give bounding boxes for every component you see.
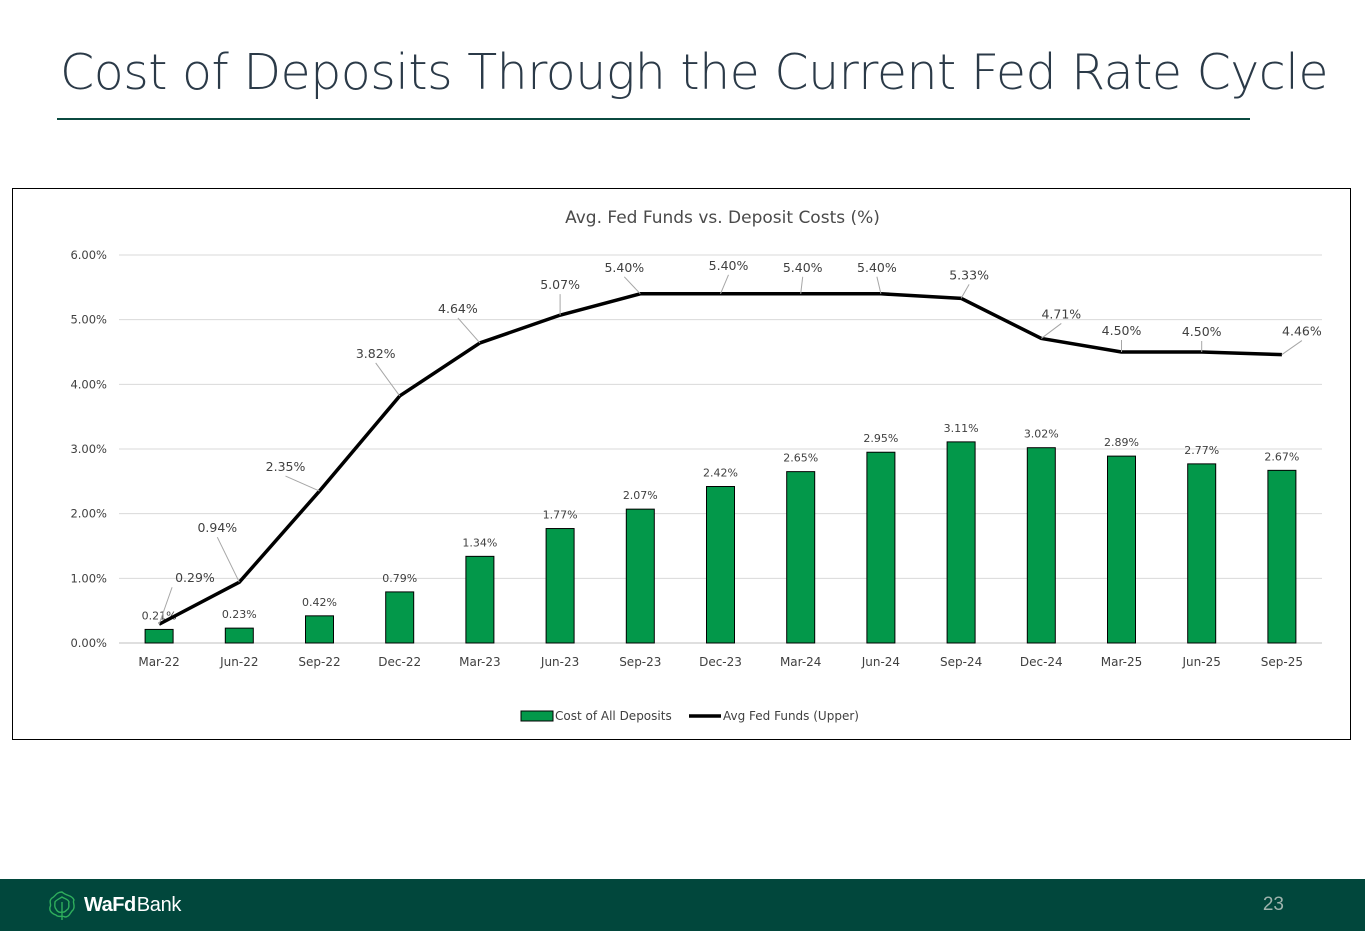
line-data-label: 4.50% xyxy=(1102,323,1142,338)
y-tick-label: 0.00% xyxy=(70,636,107,650)
bar-cost-of-deposits xyxy=(305,615,334,644)
bar-cost-of-deposits xyxy=(1267,469,1297,644)
leader-line xyxy=(375,362,401,397)
bar-cost-of-deposits xyxy=(946,441,976,644)
bar-data-label: 2.67% xyxy=(1264,450,1299,463)
leader-line xyxy=(800,276,804,294)
bar-data-label: 1.77% xyxy=(543,509,578,522)
x-tick-label: Mar-22 xyxy=(138,655,179,669)
x-tick-label: Sep-22 xyxy=(298,655,340,669)
bar-data-label: 2.07% xyxy=(623,489,658,502)
bar-data-label: 2.95% xyxy=(863,432,898,445)
x-tick-label: Jun-25 xyxy=(1182,655,1221,669)
bar-cost-of-deposits xyxy=(545,528,575,644)
title-divider xyxy=(57,118,1250,120)
leader-line xyxy=(960,284,970,299)
leader-line xyxy=(216,536,240,583)
bar-data-label: 0.42% xyxy=(302,596,337,609)
slide-title: Cost of Deposits Through the Current Fed… xyxy=(60,44,1329,101)
x-tick-label: Sep-25 xyxy=(1261,655,1303,669)
bar-cost-of-deposits xyxy=(385,591,415,644)
logo-text-bank: Bank xyxy=(136,893,182,916)
bar-cost-of-deposits xyxy=(625,508,655,644)
bar-cost-of-deposits xyxy=(786,471,816,644)
bar-data-label: 0.23% xyxy=(222,608,257,621)
chart-title: Avg. Fed Funds vs. Deposit Costs (%) xyxy=(565,208,880,228)
line-data-label: 4.46% xyxy=(1282,324,1322,339)
line-data-label: 5.07% xyxy=(540,277,580,292)
footer-bar: WaFd Bank 23 xyxy=(0,879,1365,931)
line-data-label: 5.40% xyxy=(783,260,823,275)
leader-line xyxy=(285,475,320,492)
bar-cost-of-deposits xyxy=(144,628,174,644)
bar-cost-of-deposits xyxy=(706,486,735,644)
chart: Avg. Fed Funds vs. Deposit Costs (%) 0.00… xyxy=(70,208,1322,723)
wafd-leaf-icon xyxy=(49,891,75,920)
x-tick-label: Jun-22 xyxy=(219,655,258,669)
legend-label-bars: Cost of All Deposits xyxy=(555,709,672,723)
x-tick-label: Dec-24 xyxy=(1020,655,1063,669)
bar-data-label: 3.11% xyxy=(944,422,979,435)
x-tick-label: Jun-23 xyxy=(540,655,579,669)
y-tick-label: 3.00% xyxy=(70,442,107,456)
x-tick-label: Dec-23 xyxy=(699,655,742,669)
leader-line xyxy=(623,276,641,295)
leader-line xyxy=(720,274,729,294)
leader-line xyxy=(158,587,173,625)
x-tick-label: Mar-23 xyxy=(459,655,500,669)
legend-bar-swatch xyxy=(520,710,554,722)
line-data-label: 2.35% xyxy=(266,459,306,474)
y-tick-label: 4.00% xyxy=(70,377,107,391)
leader-line xyxy=(457,317,481,344)
line-data-label: 4.71% xyxy=(1041,306,1081,321)
y-tick-label: 2.00% xyxy=(70,507,107,521)
bar-data-label: 2.42% xyxy=(703,467,738,480)
leader-line xyxy=(1281,340,1303,355)
x-tick-label: Mar-24 xyxy=(780,655,821,669)
line-data-label: 0.94% xyxy=(197,520,237,535)
line-data-label: 5.40% xyxy=(604,260,644,275)
x-tick-label: Sep-23 xyxy=(619,655,661,669)
bar-data-label: 0.79% xyxy=(382,572,417,585)
bar-data-label: 2.77% xyxy=(1184,444,1219,457)
y-tick-label: 5.00% xyxy=(70,313,107,327)
bar-cost-of-deposits xyxy=(465,555,495,644)
y-tick-label: 6.00% xyxy=(70,248,107,262)
line-data-label: 5.40% xyxy=(709,258,749,273)
x-tick-label: Jun-24 xyxy=(861,655,900,669)
bar-data-label: 2.65% xyxy=(783,452,818,465)
leader-line xyxy=(1041,323,1062,339)
x-tick-label: Dec-22 xyxy=(378,655,421,669)
bar-cost-of-deposits xyxy=(224,627,254,644)
bar-cost-of-deposits xyxy=(1187,463,1217,644)
y-tick-label: 1.00% xyxy=(70,571,107,585)
bar-data-label: 1.34% xyxy=(462,536,497,549)
x-tick-label: Sep-24 xyxy=(940,655,982,669)
chart-container: Avg. Fed Funds vs. Deposit Costs (%) 0.00… xyxy=(12,188,1351,740)
line-data-label: 4.50% xyxy=(1182,324,1222,339)
line-data-label: 4.64% xyxy=(438,301,478,316)
page-number: 23 xyxy=(1262,894,1284,915)
legend-label-line: Avg Fed Funds (Upper) xyxy=(723,709,859,723)
line-data-label: 5.33% xyxy=(949,267,989,282)
line-data-label: 0.29% xyxy=(175,570,215,585)
leader-line xyxy=(876,276,882,294)
logo-text-wafd: WaFd xyxy=(84,893,136,916)
wafd-logo: WaFd Bank xyxy=(46,891,182,920)
line-data-label: 5.40% xyxy=(857,260,897,275)
x-tick-label: Mar-25 xyxy=(1101,655,1142,669)
bar-cost-of-deposits xyxy=(1107,455,1136,644)
bar-data-label: 3.02% xyxy=(1024,428,1059,441)
bar-data-label: 2.89% xyxy=(1104,436,1139,449)
bar-cost-of-deposits xyxy=(866,451,896,644)
bar-cost-of-deposits xyxy=(1026,447,1056,644)
line-data-label: 3.82% xyxy=(356,346,396,361)
